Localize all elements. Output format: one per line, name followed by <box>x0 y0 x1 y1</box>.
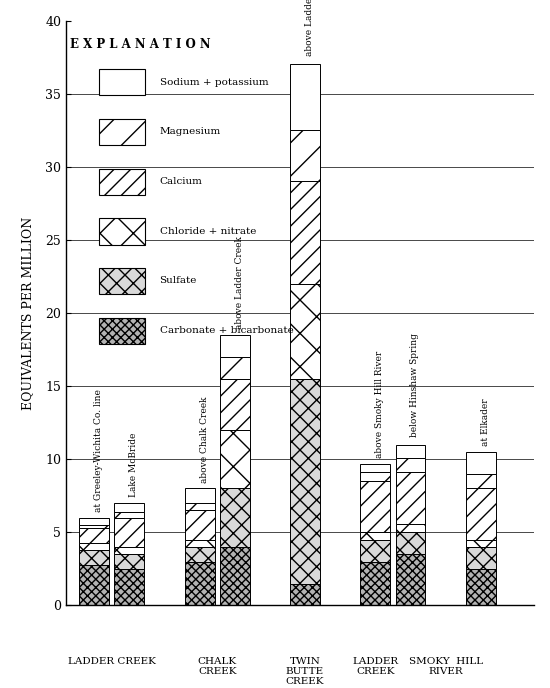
Text: Sodium + potassium: Sodium + potassium <box>160 78 268 87</box>
FancyBboxPatch shape <box>99 69 146 96</box>
Text: above Ladder Creek: above Ladder Creek <box>235 236 244 329</box>
Bar <box>395 458 425 473</box>
Text: Lake McBride: Lake McBride <box>129 433 138 497</box>
Y-axis label: EQUIVALENTS PER MILLION: EQUIVALENTS PER MILLION <box>21 217 34 409</box>
Bar <box>79 517 109 525</box>
Bar <box>360 481 390 533</box>
Bar <box>79 528 109 543</box>
Bar <box>220 357 250 379</box>
Bar <box>185 539 214 547</box>
Text: above Chalk Creek: above Chalk Creek <box>200 396 208 483</box>
Bar <box>395 555 425 605</box>
FancyBboxPatch shape <box>99 119 146 145</box>
Bar <box>290 379 320 583</box>
Bar <box>466 452 496 474</box>
Bar <box>395 473 425 524</box>
Text: E X P L A N A T I O N: E X P L A N A T I O N <box>70 38 211 51</box>
Bar <box>290 65 320 130</box>
Text: Magnesium: Magnesium <box>160 127 221 136</box>
Text: Carbonate + bicarbonate: Carbonate + bicarbonate <box>160 326 293 335</box>
Bar <box>466 488 496 539</box>
Bar <box>395 533 425 555</box>
Bar <box>360 473 390 481</box>
Bar <box>114 555 144 569</box>
Bar <box>360 533 390 539</box>
Bar <box>185 488 214 503</box>
Bar <box>185 547 214 561</box>
Bar <box>395 444 425 458</box>
Text: at Elkader: at Elkader <box>481 398 490 446</box>
Bar <box>360 464 390 473</box>
Bar <box>114 512 144 517</box>
Bar <box>290 583 320 605</box>
Bar <box>114 569 144 605</box>
Bar <box>290 130 320 182</box>
Bar <box>290 182 320 283</box>
Text: SMOKY  HILL
RIVER: SMOKY HILL RIVER <box>409 656 483 676</box>
Text: LADDER
CREEK: LADDER CREEK <box>352 656 398 676</box>
Text: above Smoky Hill River: above Smoky Hill River <box>375 350 384 458</box>
Bar <box>220 488 250 547</box>
Text: above Ladder Creek: above Ladder Creek <box>305 0 314 56</box>
Bar <box>79 550 109 564</box>
Bar <box>220 335 250 357</box>
Text: LADDER CREEK: LADDER CREEK <box>68 656 156 665</box>
Bar <box>79 564 109 605</box>
Bar <box>114 517 144 547</box>
Bar <box>220 430 250 488</box>
Bar <box>395 524 425 533</box>
Bar <box>466 547 496 569</box>
Bar <box>114 547 144 555</box>
Bar <box>466 569 496 605</box>
Bar <box>360 539 390 561</box>
FancyBboxPatch shape <box>99 318 146 344</box>
Bar <box>466 539 496 547</box>
Bar <box>185 503 214 510</box>
Text: below Hinshaw Spring: below Hinshaw Spring <box>410 334 420 438</box>
Text: at Greeley-Wichita Co. line: at Greeley-Wichita Co. line <box>94 389 103 512</box>
Text: Sulfate: Sulfate <box>160 277 197 286</box>
FancyBboxPatch shape <box>99 268 146 294</box>
Bar <box>79 525 109 528</box>
Text: Chloride + nitrate: Chloride + nitrate <box>160 226 256 236</box>
Text: TWIN
BUTTE
CREEK: TWIN BUTTE CREEK <box>286 656 324 687</box>
Text: Calcium: Calcium <box>160 177 202 186</box>
Bar <box>466 474 496 488</box>
Text: CHALK
CREEK: CHALK CREEK <box>197 656 236 676</box>
FancyBboxPatch shape <box>99 218 146 245</box>
Bar <box>79 543 109 550</box>
Bar <box>185 510 214 539</box>
Bar <box>290 284 320 379</box>
Bar <box>360 561 390 605</box>
FancyBboxPatch shape <box>99 169 146 195</box>
Bar <box>220 547 250 605</box>
Bar <box>220 379 250 430</box>
Bar <box>185 561 214 605</box>
Bar <box>114 503 144 512</box>
